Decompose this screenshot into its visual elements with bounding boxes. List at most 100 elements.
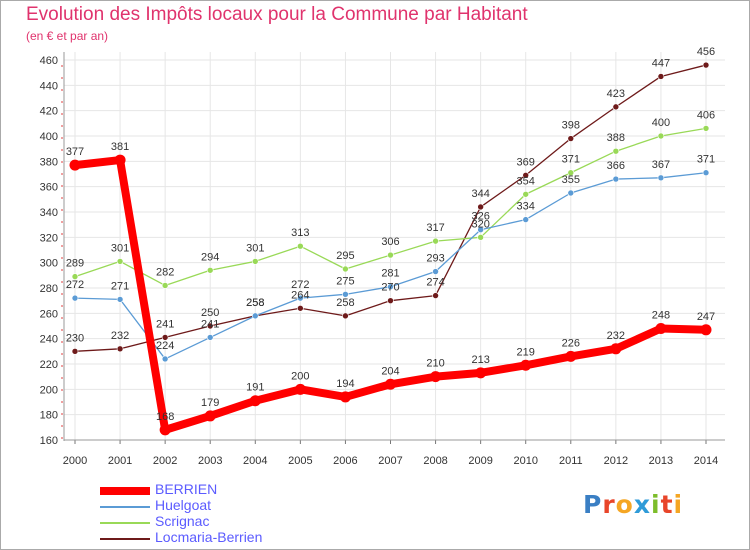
x-tick-label: 2001 [108,455,132,467]
data-label-huelgoat: 271 [111,280,129,292]
y-tick-label: 440 [40,80,58,92]
data-label-huelgoat: 281 [381,268,399,280]
x-tick-label: 2010 [513,455,537,467]
data-label-scrignac: 317 [426,222,444,234]
legend-label-locmaria-berrien: Locmaria-Berrien [155,529,263,545]
data-point-locmaria-berrien [161,334,169,341]
y-tick-label: 160 [40,435,58,447]
data-label-locmaria-berrien: 423 [607,88,625,100]
data-label-berrien: 219 [517,346,535,358]
data-label-scrignac: 289 [66,258,84,270]
data-point-locmaria-berrien [206,322,214,330]
data-point-scrignac [657,132,665,140]
axes: 160 180 200 220 240 260 280 300 320 340 360 380 400 4… [40,52,725,467]
y-tick-label: 320 [40,232,58,244]
data-label-scrignac: 301 [246,242,264,254]
data-point-berrien [114,154,126,166]
data-point-huelgoat [161,355,169,363]
data-label-berrien: 210 [426,358,444,370]
x-tick-label: 2013 [649,455,673,467]
data-label-berrien: 191 [246,382,264,394]
data-point-locmaria-berrien [116,345,124,353]
data-label-locmaria-berrien: 258 [246,297,264,309]
x-tick-label: 2009 [468,455,492,467]
y-tick-label: 340 [40,207,58,219]
grid-lines [64,52,725,441]
data-label-locmaria-berrien: 230 [66,332,84,344]
data-point-scrignac [477,234,484,241]
brand-letter: P [583,490,603,519]
data-point-scrignac [206,266,214,274]
data-label-berrien: 247 [697,311,715,323]
data-label-locmaria-berrien: 274 [426,277,444,289]
y-tick-label: 420 [40,106,58,118]
data-point-locmaria-berrien [612,103,620,111]
y-tick-label: 260 [40,308,58,320]
legend-label-scrignac: Scrignac [155,513,210,529]
y-tick-label: 180 [40,410,58,422]
data-point-scrignac [702,125,710,132]
legend-swatch-locmaria-berrien [100,538,150,540]
brand-letter: r [602,490,616,519]
data-point-scrignac [297,242,304,250]
data-label-huelgoat: 366 [607,160,625,172]
data-point-huelgoat [702,169,710,177]
data-point-scrignac [432,237,439,245]
brand-letter: o [615,490,634,519]
data-point-berrien [700,324,712,336]
data-point-huelgoat [342,291,349,298]
data-label-scrignac: 301 [111,242,129,254]
data-point-berrien [69,159,81,171]
data-labels: 377 381 168 179 191 200 194 204 210 213 219 226 232 2… [66,46,715,423]
data-label-locmaria-berrien: 270 [381,282,399,294]
chart-subtitle: (en € et par an) [26,29,109,43]
y-tick-label: 240 [40,334,58,346]
data-label-berrien: 179 [201,397,219,409]
data-point-huelgoat [71,294,79,302]
data-label-scrignac: 400 [652,117,670,129]
data-label-huelgoat: 293 [426,253,444,265]
data-point-huelgoat [432,268,439,275]
data-point-berrien [475,367,487,379]
y-tick-label: 300 [40,258,58,270]
data-point-scrignac [387,251,394,259]
data-point-huelgoat [297,294,304,302]
data-label-scrignac: 320 [471,218,489,230]
y-tick-label: 460 [40,55,58,67]
data-label-huelgoat: 224 [156,340,174,352]
data-point-scrignac [116,258,124,265]
data-label-scrignac: 295 [336,250,354,262]
legend-swatch-berrien [100,487,150,495]
data-point-huelgoat [612,175,620,183]
proxiti-logo: Proxiti [583,490,683,519]
data-label-locmaria-berrien: 447 [652,57,670,69]
data-point-scrignac [71,273,79,280]
x-tick-label: 2012 [604,455,628,467]
data-label-scrignac: 406 [697,109,715,121]
data-label-locmaria-berrien: 250 [201,307,219,319]
chart-title: Evolution des Impôts locaux pour la Comm… [26,4,528,25]
data-label-locmaria-berrien: 258 [336,297,354,309]
data-point-berrien [655,323,667,335]
brand-letter: x [633,490,651,519]
y-tick-label: 360 [40,182,58,194]
legend-swatch-huelgoat [100,506,150,508]
data-point-scrignac [567,169,575,177]
data-label-scrignac: 354 [517,175,535,187]
data-label-huelgoat: 355 [562,174,580,186]
data-point-locmaria-berrien [432,292,439,299]
data-point-scrignac [342,265,349,273]
data-point-locmaria-berrien [522,171,530,179]
data-point-huelgoat [251,312,259,320]
data-point-berrien [385,378,396,390]
data-label-locmaria-berrien: 398 [562,120,580,132]
data-label-scrignac: 371 [562,154,580,166]
data-label-berrien: 226 [562,337,580,349]
data-point-locmaria-berrien [702,61,710,69]
data-label-huelgoat: 326 [471,211,489,223]
series-lines [69,61,712,436]
x-tick-label: 2007 [378,455,402,467]
y-tick-label: 380 [40,156,58,168]
data-label-huelgoat: 272 [66,279,84,291]
